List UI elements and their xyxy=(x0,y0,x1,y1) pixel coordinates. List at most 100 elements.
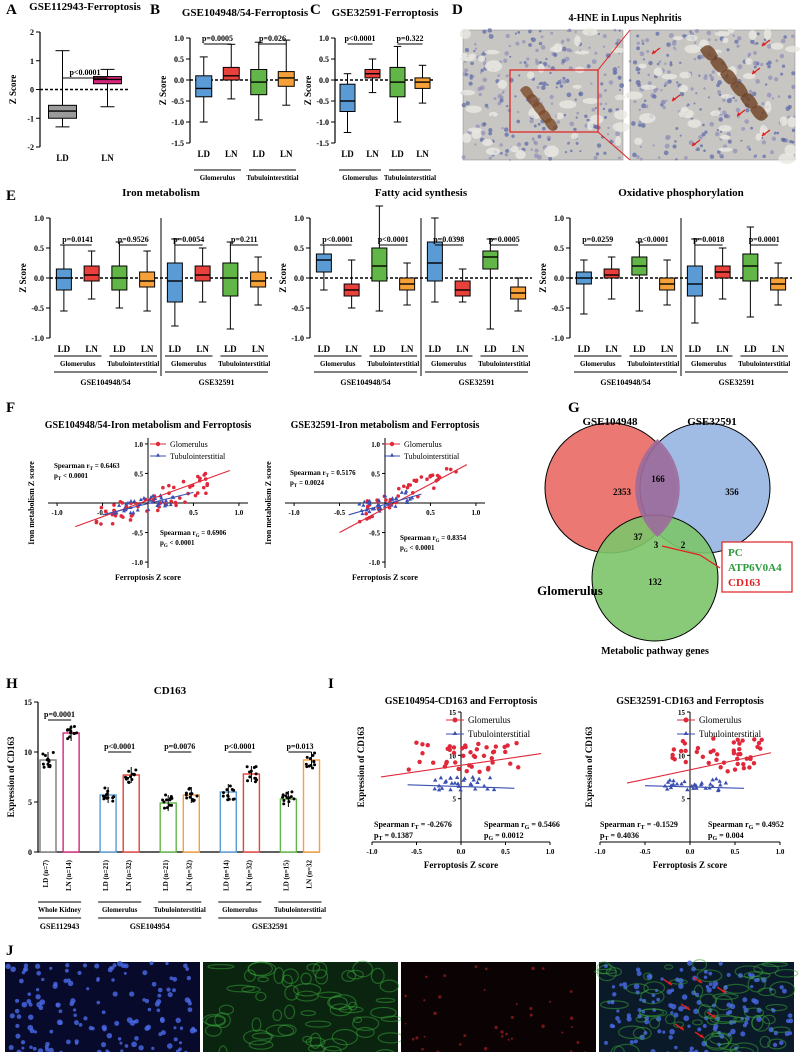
nucleus xyxy=(770,150,774,155)
nucleus xyxy=(487,28,493,33)
data-point xyxy=(284,794,288,798)
nucleus xyxy=(96,1000,101,1005)
tubule-signal xyxy=(248,1039,274,1050)
point-tubulointerstitial xyxy=(156,501,161,506)
nucleus xyxy=(501,91,504,94)
nucleus xyxy=(477,86,482,92)
point-tubulointerstitial xyxy=(122,508,127,513)
nucleus xyxy=(716,83,720,88)
data-point xyxy=(68,735,72,739)
nucleus xyxy=(776,131,780,135)
nucleus xyxy=(559,78,562,82)
y-tick-label: 5 xyxy=(682,796,686,804)
nucleus xyxy=(497,101,502,106)
p-value: p=0.0076 xyxy=(164,742,195,751)
nucleus xyxy=(514,95,517,98)
point-tubulointerstitial xyxy=(376,498,381,502)
nucleus xyxy=(123,971,127,975)
tubule-signal xyxy=(718,1042,739,1051)
lumen xyxy=(672,36,683,41)
lumen xyxy=(484,49,500,55)
nucleus xyxy=(547,138,551,142)
nucleus xyxy=(666,42,671,47)
x-tick-label: 0.5 xyxy=(501,848,510,856)
point-glomerulus xyxy=(183,500,187,504)
lumen xyxy=(461,132,472,144)
nucleus xyxy=(167,992,173,998)
nucleus xyxy=(465,101,470,106)
nucleus xyxy=(187,1007,193,1013)
nucleus xyxy=(690,87,694,91)
nucleus xyxy=(631,121,636,126)
nucleus xyxy=(173,1037,178,1042)
tubule-signal xyxy=(665,1014,676,1025)
p-value: p<0.0001 xyxy=(69,68,100,77)
nucleus xyxy=(32,1046,37,1051)
plot-title: GSE104948/54-Ferroptosis xyxy=(182,7,309,19)
nucleus xyxy=(461,155,466,160)
nucleus xyxy=(15,998,20,1003)
nucleus xyxy=(679,61,682,64)
lumen xyxy=(477,55,486,62)
cd163-signal xyxy=(404,994,407,998)
stat-t-p: pT = 0.1387 xyxy=(374,831,413,842)
point-glomerulus xyxy=(486,765,491,771)
point-glomerulus xyxy=(484,745,489,750)
lumen xyxy=(497,79,508,89)
nucleus xyxy=(524,141,529,146)
group-label: Tubulointerstitial xyxy=(154,906,206,914)
point-glomerulus xyxy=(169,499,174,504)
dataset-label: GSE32591 xyxy=(252,922,288,931)
point-tubulointerstitial xyxy=(114,510,119,515)
tubule-signal xyxy=(723,983,750,994)
nucleus xyxy=(64,968,69,973)
nucleus xyxy=(639,51,645,57)
nucleus xyxy=(664,81,669,86)
point-glomerulus xyxy=(738,751,743,757)
point-glomerulus xyxy=(174,503,178,508)
data-point xyxy=(311,754,315,758)
point-tubulointerstitial xyxy=(132,499,137,503)
point-glomerulus xyxy=(678,748,684,754)
data-point xyxy=(127,769,131,773)
nucleus xyxy=(783,35,787,39)
tubule-signal xyxy=(346,969,364,980)
y-tick-label: 1.0 xyxy=(371,441,380,449)
x-tick-label: -0.5 xyxy=(97,509,109,517)
nucleus xyxy=(617,65,620,69)
nucleus xyxy=(750,984,754,989)
nucleus xyxy=(740,1031,746,1037)
cd163-signal xyxy=(411,1037,415,1041)
nucleus xyxy=(475,124,480,129)
nucleus xyxy=(736,36,742,41)
point-tubulointerstitial xyxy=(703,785,708,790)
nucleus xyxy=(641,42,645,45)
x-cat-label: LN xyxy=(225,149,238,159)
nucleus xyxy=(77,970,82,976)
lumen xyxy=(637,63,647,69)
nucleus xyxy=(557,80,562,85)
point-glomerulus xyxy=(491,749,497,754)
nucleus xyxy=(697,1027,702,1032)
point-tubulointerstitial xyxy=(390,496,395,500)
point-glomerulus xyxy=(431,760,436,765)
point-tubulointerstitial xyxy=(438,775,444,780)
nucleus xyxy=(523,60,527,64)
point-glomerulus xyxy=(173,500,178,505)
nucleus xyxy=(566,48,571,53)
point-glomerulus xyxy=(735,761,740,767)
point-glomerulus xyxy=(405,485,410,490)
cd163-signal xyxy=(529,1006,533,1011)
tubule-signal xyxy=(643,972,653,981)
nucleus xyxy=(569,121,575,127)
point-glomerulus xyxy=(171,485,176,490)
tubule-signal xyxy=(596,964,617,982)
lumen xyxy=(459,57,477,62)
lumen xyxy=(509,145,519,153)
nucleus xyxy=(20,1040,26,1045)
x-cat-label: LD (n=21) xyxy=(102,859,110,891)
tubule-signal xyxy=(284,984,299,1001)
point-glomerulus xyxy=(432,486,436,491)
nucleus xyxy=(144,1025,150,1032)
nucleus xyxy=(678,983,684,989)
